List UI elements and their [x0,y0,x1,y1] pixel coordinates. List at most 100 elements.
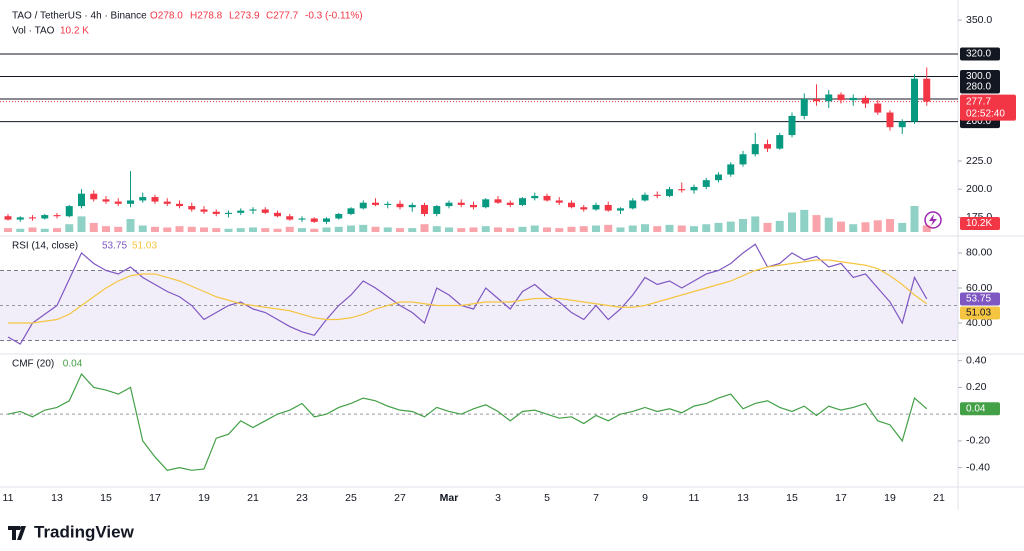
candle-body [225,212,232,214]
symbol: TAO / TetherUS · 4h · Binance [12,11,147,22]
volume-bar [236,228,245,232]
candle-body [641,194,649,201]
candle-body [739,154,747,165]
candle-body [923,78,931,102]
candle-body [29,217,36,219]
value-badge-bg [960,402,1000,416]
volume-bar [40,228,49,232]
volume-bar [420,224,429,232]
candle-body [494,199,502,203]
volume-bar [261,228,270,232]
countdown: 02:52:40 [966,108,1005,119]
candle-body [249,209,257,211]
candle-body [653,194,661,196]
volume-bar [102,226,110,232]
x-tick-label: 17 [835,492,847,504]
y-tick-label: 350.0 [966,14,992,26]
volume-bar [469,227,478,232]
candle-body [604,204,612,211]
volume-bar [604,224,613,232]
level-label-bg [960,80,1000,94]
y-tick-label: 40.00 [966,317,992,329]
y-tick-label: 0.40 [966,354,987,366]
value-badge: 0.04 [966,403,986,414]
indicator-line [8,259,928,324]
logo-dot [20,526,24,530]
candle-body [323,218,330,222]
indicator-line [7,372,928,471]
x-tick-label: 3 [495,492,501,504]
volume-badge: 10.2K [966,218,992,229]
icon-bolt[interactable] [929,214,937,226]
volume-bar [310,228,319,232]
y-tick-label: 60.00 [966,282,992,294]
candle-body [678,189,686,191]
volume-bar [347,225,355,232]
replay-icon[interactable] [924,211,942,229]
volume-bar [187,226,196,232]
volume-bar [408,228,417,232]
candle-body [53,215,61,217]
volume-bar [16,228,25,232]
volume-bar [837,221,845,232]
volume-bar [567,226,576,232]
volume-bar [322,227,331,232]
volume-label: Vol · TAO [12,26,55,37]
volume-bar [334,226,343,232]
candle-body [396,203,404,208]
candle-body [421,204,428,214]
candle-body [898,121,906,128]
header: TAO / TetherUS · 4h · Binance O278.0 H27… [12,11,363,37]
volume-bar [726,221,735,232]
last-price-bg [960,94,1016,121]
volume-bar [175,226,184,232]
x-tick-label: 19 [198,492,210,504]
candle-body [102,199,110,202]
candle-body [555,200,563,203]
rsi-band [0,270,958,341]
x-tick-label: 23 [296,492,308,504]
x-tick-label: 27 [394,492,406,504]
volume-bar [396,228,404,232]
volume-bar [653,226,662,232]
y-tick-label: -0.20 [966,435,990,447]
volume-bar [677,225,686,232]
volume-bar [457,228,466,232]
volume-bar [212,228,221,232]
x-tick-label: 13 [737,492,749,504]
candle-body [310,218,318,222]
candle-body [408,204,416,208]
x-tick-label: 17 [149,492,161,504]
x-tick-label: 11 [3,492,14,504]
change: -0.3 (-0.11%) [305,11,363,22]
volume-bar [285,226,294,232]
volume-bar [739,219,747,232]
volume-bar [788,212,796,232]
volume-bar [249,227,257,232]
low: L273.9 [229,11,260,22]
volume-bar [555,228,564,232]
x-tick-label: 11 [689,492,700,504]
candle-body [372,202,379,205]
candle-body [800,99,808,116]
volume-bar [126,219,135,232]
branding: TradingView [8,522,135,541]
candle-body [837,94,845,101]
volume-bar [224,228,233,232]
candle-body [886,112,894,128]
x-tick-label: 9 [642,492,648,504]
volume-bar [494,227,502,232]
volume-bar [432,226,441,232]
x-tick-label: 7 [593,492,599,504]
candle-body [163,201,171,204]
candle-body [90,193,98,200]
volume-value: 10.2 K [60,26,89,37]
volume-bar [579,226,588,232]
candle-body [470,204,477,208]
level-label: 300.0 [966,71,991,82]
volume-bar [445,227,453,232]
volume-bar [665,224,674,232]
candle-body [702,180,710,187]
